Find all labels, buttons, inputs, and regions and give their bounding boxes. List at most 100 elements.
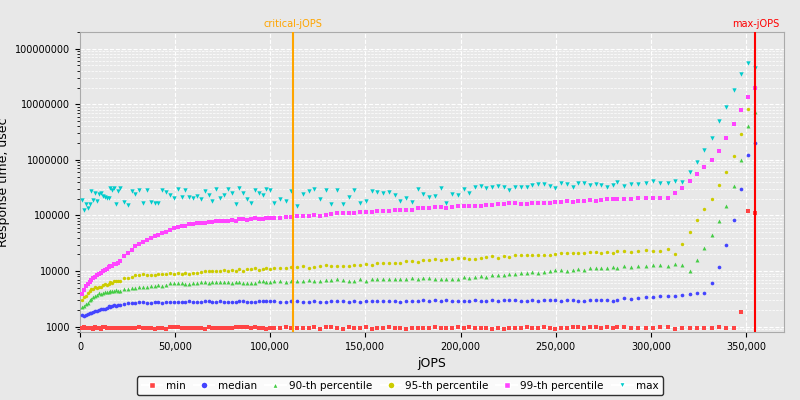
Point	[371, 298, 384, 304]
Point	[94, 284, 107, 290]
Point	[252, 267, 265, 273]
Point	[144, 235, 157, 242]
Point	[354, 324, 366, 331]
Point	[749, 140, 762, 146]
Point	[491, 325, 504, 332]
Point	[325, 298, 338, 304]
Point	[543, 252, 556, 258]
Point	[319, 212, 332, 218]
Point	[222, 186, 234, 192]
Point	[218, 218, 230, 224]
Point	[226, 190, 238, 196]
Point	[394, 298, 406, 305]
Point	[233, 266, 246, 272]
Point	[237, 324, 250, 330]
Point	[498, 253, 510, 260]
Point	[89, 308, 102, 314]
Point	[646, 293, 659, 300]
Point	[279, 278, 292, 285]
Point	[554, 250, 567, 257]
Point	[198, 268, 211, 274]
Point	[226, 299, 238, 305]
Point	[543, 268, 556, 274]
Point	[742, 123, 754, 129]
Point	[337, 326, 350, 332]
Point	[245, 280, 258, 286]
Point	[83, 201, 96, 208]
Point	[75, 304, 88, 310]
Point	[411, 186, 424, 192]
Point	[164, 192, 177, 198]
Point	[491, 254, 504, 261]
Point	[632, 295, 645, 301]
Point	[214, 268, 226, 275]
Point	[486, 272, 498, 278]
Point	[625, 296, 638, 302]
Point	[93, 324, 106, 331]
Point	[578, 298, 590, 304]
Point	[82, 311, 94, 317]
Point	[89, 284, 102, 290]
Point	[156, 187, 169, 193]
Point	[106, 302, 118, 309]
Point	[646, 195, 659, 201]
Point	[141, 271, 154, 278]
Point	[538, 296, 550, 303]
Point	[526, 297, 538, 303]
Point	[601, 324, 614, 330]
Point	[125, 300, 138, 306]
Point	[202, 219, 215, 226]
Point	[83, 288, 96, 294]
Point	[308, 298, 321, 304]
Point	[175, 194, 188, 201]
Point	[260, 265, 273, 271]
Point	[554, 180, 567, 186]
Point	[190, 280, 203, 286]
Point	[486, 253, 498, 260]
Point	[480, 254, 493, 260]
Point	[160, 299, 173, 305]
Point	[233, 185, 246, 192]
Point	[167, 225, 180, 231]
Point	[601, 297, 614, 303]
Point	[290, 264, 303, 270]
Point	[520, 298, 533, 304]
Point	[75, 297, 88, 304]
Point	[366, 276, 378, 282]
Point	[566, 267, 579, 274]
Point	[498, 184, 510, 190]
Point	[82, 281, 94, 288]
Point	[400, 298, 413, 304]
Point	[108, 278, 121, 284]
Point	[583, 196, 596, 203]
Point	[274, 278, 286, 284]
Point	[268, 325, 281, 331]
Point	[554, 266, 567, 273]
Point	[256, 298, 269, 304]
Point	[198, 188, 211, 194]
Point	[683, 325, 696, 331]
Point	[342, 263, 355, 269]
Point	[690, 171, 703, 178]
Point	[233, 298, 246, 304]
Point	[82, 324, 94, 331]
Point	[152, 324, 165, 331]
Point	[429, 204, 442, 210]
Point	[229, 299, 242, 306]
Point	[296, 213, 309, 220]
Text: critical-jOPS: critical-jOPS	[264, 19, 322, 29]
Point	[314, 325, 326, 332]
Point	[451, 276, 464, 282]
Point	[302, 213, 315, 219]
Point	[538, 181, 550, 187]
Point	[463, 298, 476, 304]
Point	[451, 298, 464, 304]
Point	[669, 190, 682, 196]
Point	[144, 198, 157, 205]
Point	[241, 217, 254, 223]
Point	[469, 184, 482, 190]
Point	[514, 270, 527, 276]
Point	[549, 199, 562, 205]
Point	[554, 325, 567, 331]
Point	[125, 188, 138, 194]
